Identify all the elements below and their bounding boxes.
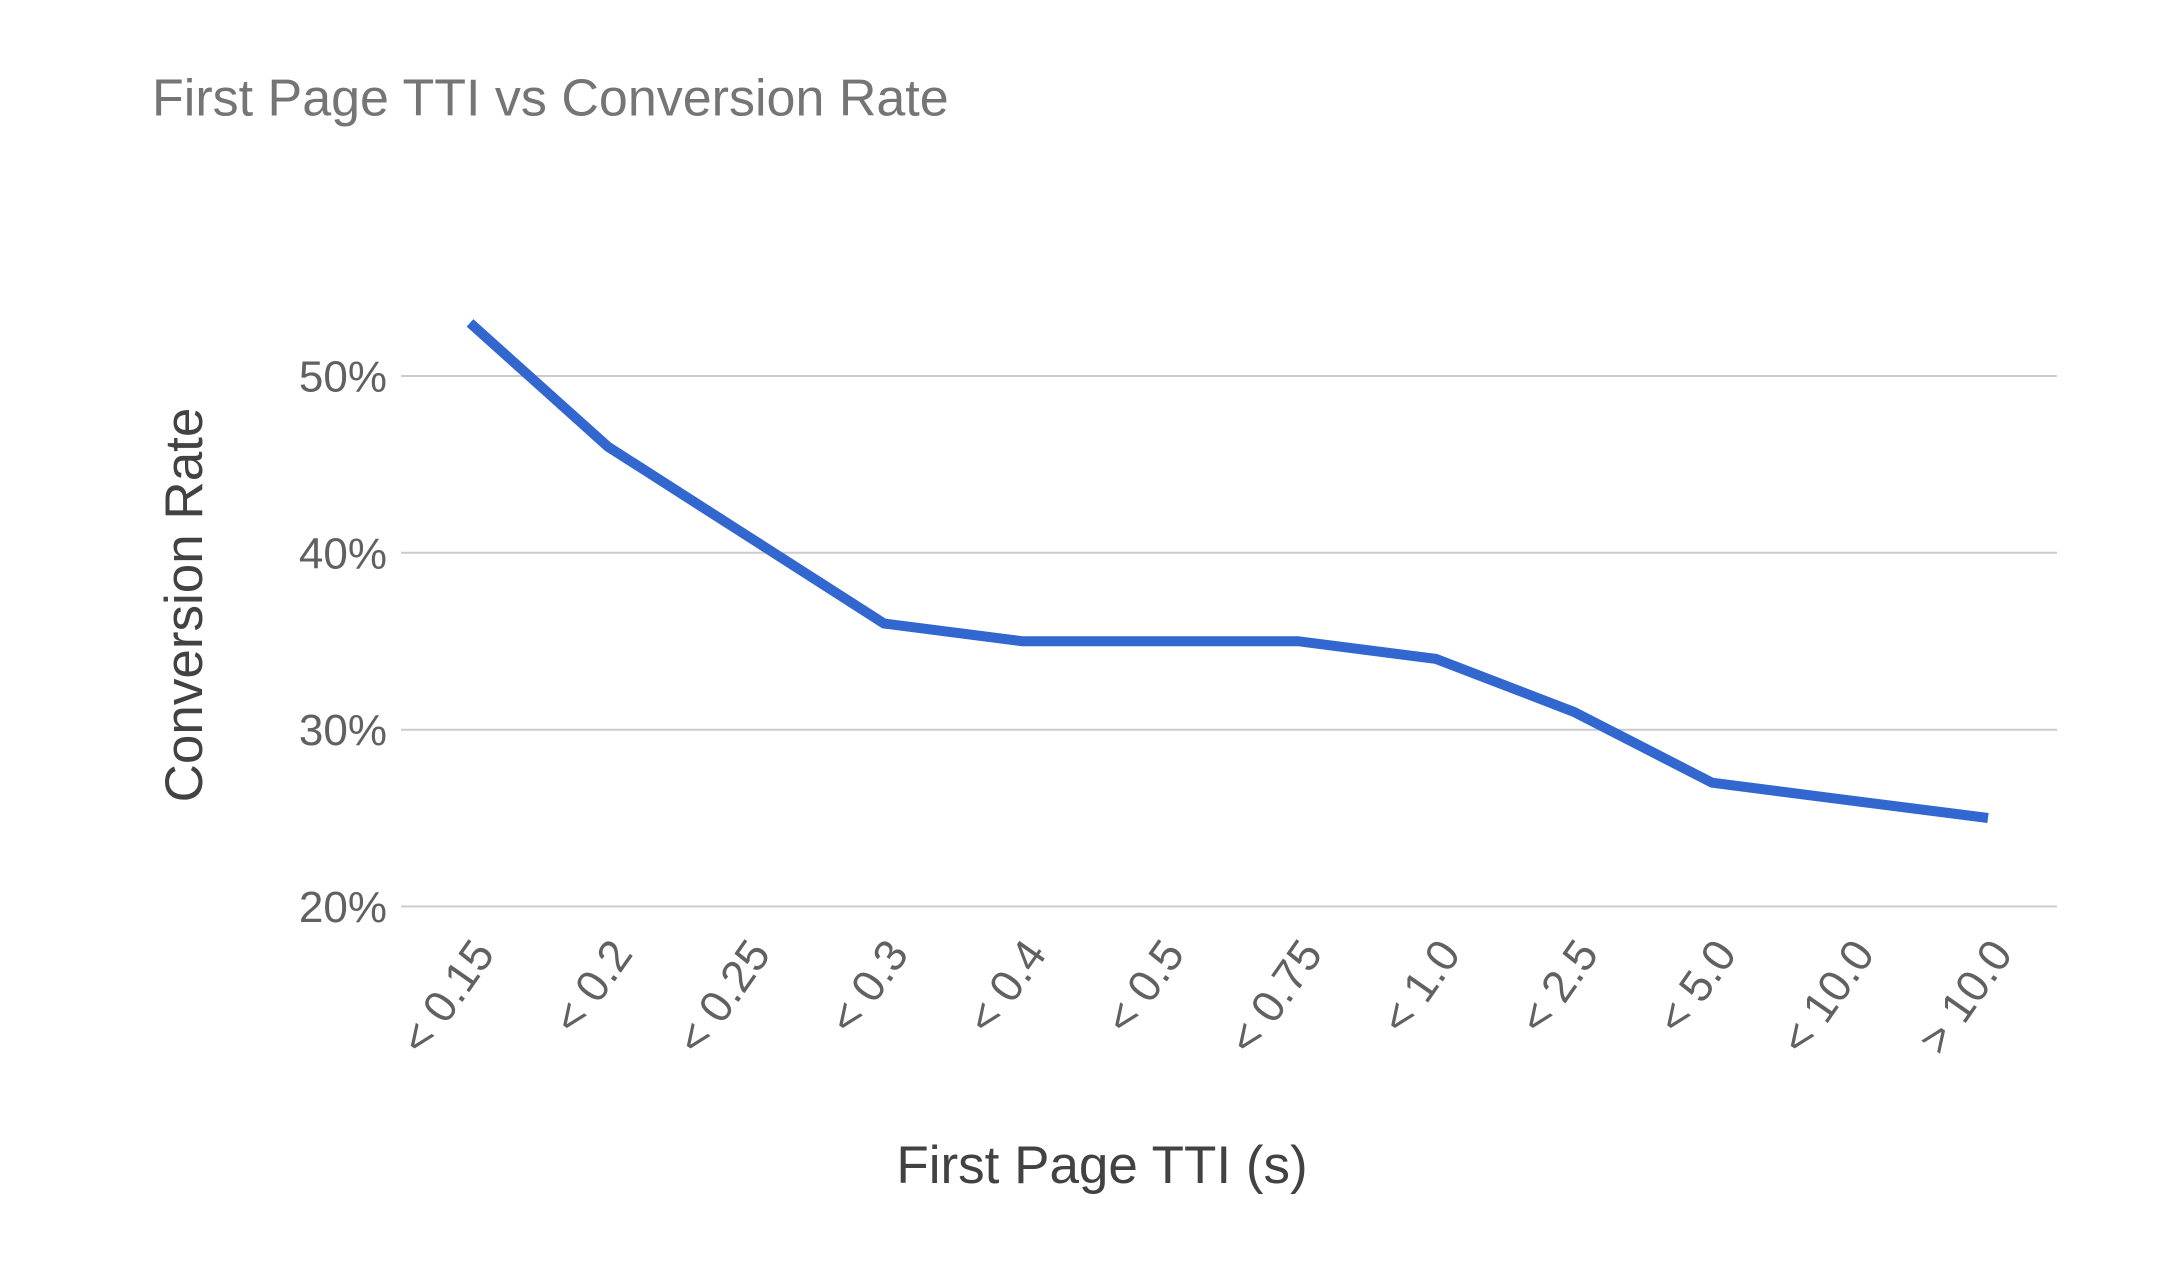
svg-text:Conversion Rate: Conversion Rate <box>155 408 214 803</box>
svg-text:50%: 50% <box>299 353 387 402</box>
svg-text:20%: 20% <box>299 883 387 932</box>
svg-text:30%: 30% <box>299 706 387 755</box>
svg-text:First Page TTI (s): First Page TTI (s) <box>896 1136 1307 1195</box>
svg-text:First Page TTI vs Conversion R: First Page TTI vs Conversion Rate <box>152 70 949 128</box>
svg-text:40%: 40% <box>299 529 387 578</box>
